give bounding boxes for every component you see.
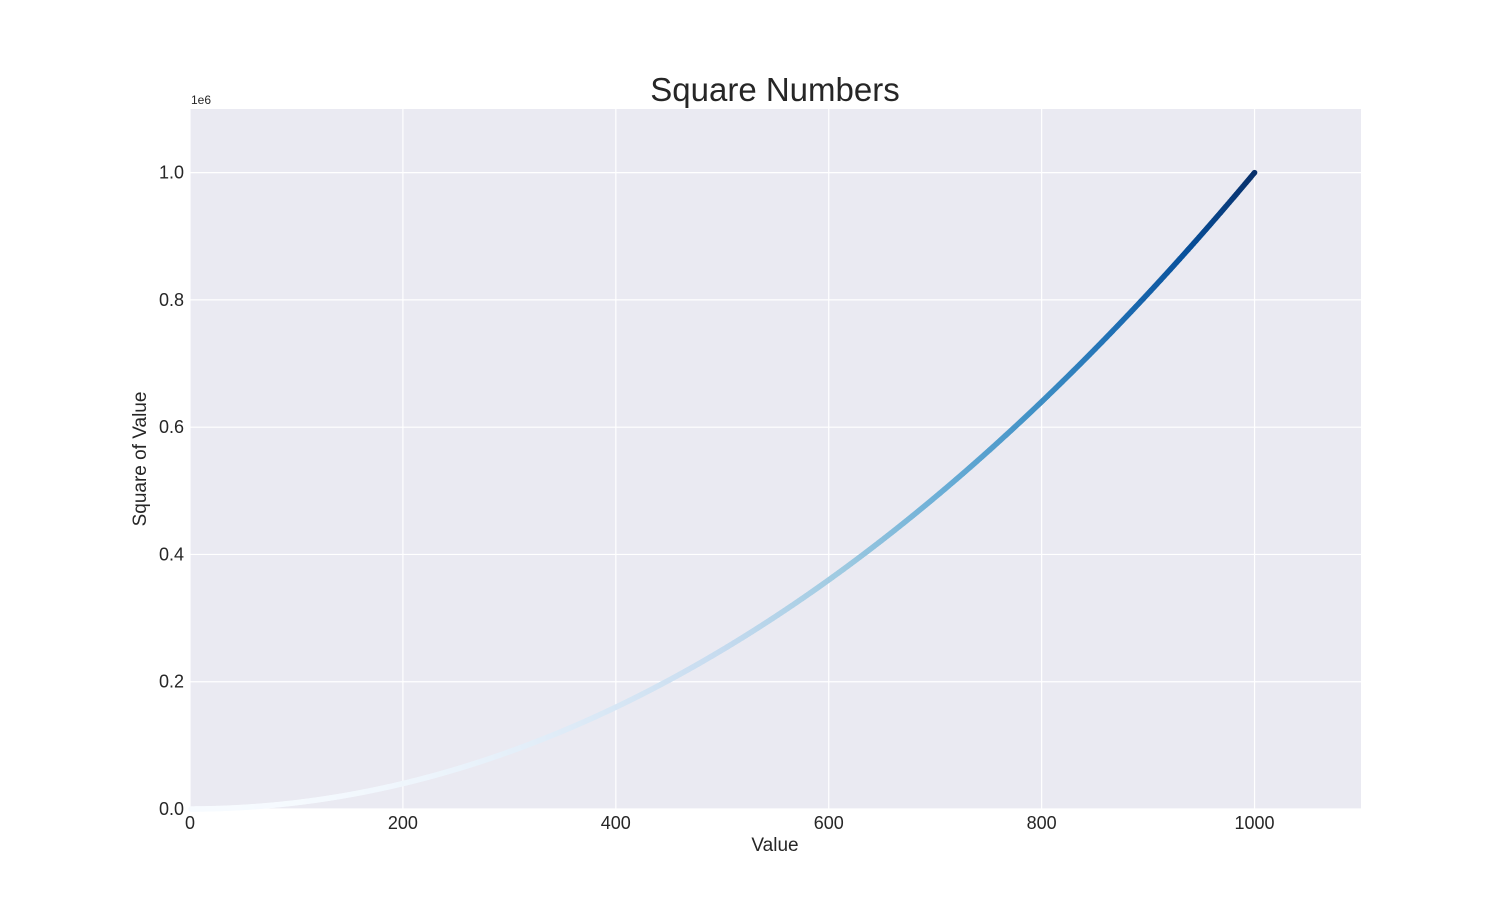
x-tick-label: 600 <box>814 813 844 833</box>
x-tick-label: 400 <box>601 813 631 833</box>
x-tick-label: 1000 <box>1235 813 1275 833</box>
x-tick-labels: 0 200 400 600 800 1000 <box>185 813 1275 833</box>
y-tick-label: 0.6 <box>159 417 184 437</box>
y-tick-label: 1.0 <box>159 163 184 183</box>
x-axis-label: Value <box>751 835 798 856</box>
series-scatter <box>188 169 1258 812</box>
grid-lines <box>189 109 1361 810</box>
chart-title: Square Numbers <box>650 71 899 108</box>
y-tick-label: 0.8 <box>159 290 184 310</box>
x-tick-label: 200 <box>388 813 418 833</box>
y-tick-label: 0.2 <box>159 672 184 692</box>
y-tick-labels: 0.0 0.2 0.4 0.6 0.8 1.0 <box>159 163 184 819</box>
x-tick-label: 0 <box>185 813 195 833</box>
x-tick-label: 800 <box>1027 813 1057 833</box>
y-axis-label: Square of Value <box>130 392 151 527</box>
scatter-point <box>1251 169 1258 176</box>
y-tick-label: 0.4 <box>159 544 184 564</box>
y-tick-label: 0.0 <box>159 799 184 819</box>
y-offset-label: 1e6 <box>191 93 211 107</box>
plot-background <box>190 109 1361 809</box>
